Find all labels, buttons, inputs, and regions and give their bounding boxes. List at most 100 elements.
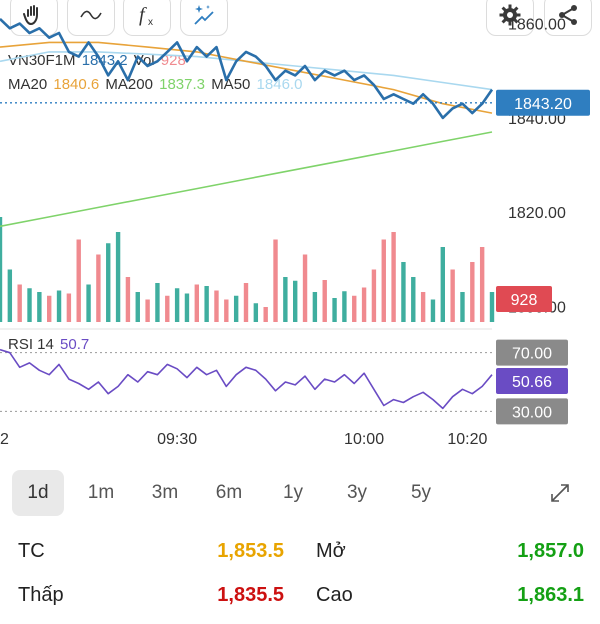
volume-bar <box>56 290 62 322</box>
volume-bar <box>253 303 259 322</box>
timeframe-6m[interactable]: 6m <box>215 482 243 503</box>
svg-text:f: f <box>139 4 147 26</box>
ai-drawing-icon <box>194 5 214 25</box>
volume-bar <box>155 283 160 322</box>
volume-bar <box>401 262 406 322</box>
volume-bar <box>283 277 288 322</box>
price-tick-label: 1860.00 <box>508 17 566 34</box>
volume-bar <box>76 239 81 322</box>
volume-bar <box>27 288 32 322</box>
stat-label-open: Mở <box>316 540 346 562</box>
volume-bar <box>332 298 337 322</box>
ma50-value: 1846.0 <box>256 76 303 93</box>
volume-bar <box>184 293 190 322</box>
volume-bar <box>420 292 426 322</box>
volume-bar <box>174 288 180 322</box>
volume-bar <box>224 299 229 322</box>
share-icon <box>559 5 577 25</box>
hand-tool-icon <box>23 5 38 26</box>
volume-bar <box>125 277 131 322</box>
stat-value-low: 1,835.5 <box>217 584 284 606</box>
volume-bar <box>440 247 445 322</box>
volume-tag-bg <box>496 286 552 312</box>
volume-bar <box>302 254 308 322</box>
volume-bar <box>342 291 347 322</box>
volume-bar <box>204 286 209 322</box>
stat-label-low: Thấp <box>18 584 64 606</box>
chart-toolbar: f x <box>0 0 600 36</box>
price-tag-bg <box>496 89 590 116</box>
rsi-tag-bg <box>496 368 568 395</box>
rsi-value: 50.7 <box>60 336 90 353</box>
stat-label-reference: TC <box>18 540 45 562</box>
expand-icon <box>551 484 569 502</box>
volume-tag: 928 <box>511 292 538 309</box>
timeframe-bar: 1d 1m 3m 6m 1y 3y 5y <box>12 470 588 516</box>
draw-line-button[interactable] <box>67 0 115 36</box>
price-tag: 1843.20 <box>514 96 572 113</box>
ai-drawing-button[interactable] <box>180 0 228 36</box>
ma50-label: MA50 <box>211 76 251 93</box>
volume-bar <box>243 283 249 322</box>
timeframe-1m[interactable]: 1m <box>87 482 115 503</box>
volume-bar <box>312 292 318 322</box>
volume-bar <box>430 299 436 322</box>
volume-bar <box>17 284 22 322</box>
stats-row: TC 1,853.5 Mở 1,857.0 <box>0 540 600 580</box>
rsi-tag: 30.00 <box>512 404 552 421</box>
ma200-value: 1837.3 <box>159 76 206 93</box>
volume-bar <box>165 295 170 322</box>
volume-bar <box>194 284 199 322</box>
rsi-tag: 50.66 <box>512 374 552 391</box>
time-tick-label: 09:30 <box>157 431 197 448</box>
volume-bar <box>214 290 219 322</box>
gear-icon <box>499 4 521 26</box>
volume-bar <box>263 307 268 322</box>
draw-line-icon <box>80 10 102 20</box>
volume-bar <box>0 217 3 322</box>
volume-bar <box>115 232 121 322</box>
stat-value-open: 1,857.0 <box>517 540 584 562</box>
stat-value-reference: 1,853.5 <box>217 540 284 562</box>
rsi-label: RSI 14 <box>8 336 54 353</box>
timeframe-1y[interactable]: 1y <box>282 482 304 503</box>
stat-label-high: Cao <box>316 584 353 606</box>
price-tick-label: 1820.00 <box>508 205 566 222</box>
time-tick-label: 10:00 <box>344 431 384 448</box>
volume-bar <box>381 239 386 322</box>
time-tick-label: 10:20 <box>447 431 487 448</box>
volume-bar <box>145 299 150 322</box>
expand-button[interactable] <box>534 470 586 516</box>
share-button[interactable] <box>544 0 592 36</box>
time-tick-label: 2 <box>0 431 9 448</box>
rsi-tag-bg <box>496 339 568 366</box>
rsi-tag: 70.00 <box>512 346 552 363</box>
volume-bar <box>489 292 495 322</box>
settings-button[interactable] <box>486 0 534 36</box>
price-chart[interactable]: 1860.001840.001820.001800.001843.2092870… <box>0 0 600 460</box>
volume-bar <box>479 247 485 322</box>
function-button[interactable]: f x <box>123 0 171 36</box>
timeframe-3y[interactable]: 3y <box>346 482 368 503</box>
rsi-legend: RSI 14 50.7 <box>8 336 91 353</box>
ma-legend: MA20 1840.6 MA200 1837.3 MA50 1846.0 <box>8 76 304 93</box>
volume-bar <box>96 254 101 322</box>
volume-bar <box>391 232 396 322</box>
ma50-line <box>0 51 493 91</box>
rsi-line <box>0 348 493 410</box>
ma200-line <box>0 131 493 228</box>
volume-bar <box>293 280 298 322</box>
volume-bar <box>371 269 377 322</box>
timeframe-1d[interactable]: 1d <box>12 470 64 516</box>
volume-bar <box>233 295 239 322</box>
volume-bar <box>411 277 416 322</box>
volume-bar <box>352 295 357 322</box>
volume-bar <box>470 262 475 322</box>
ma20-value: 1840.6 <box>53 76 100 93</box>
timeframe-5y[interactable]: 5y <box>410 482 432 503</box>
stats-row: Thấp 1,835.5 Cao 1,863.1 <box>0 584 600 624</box>
timeframe-3m[interactable]: 3m <box>151 482 179 503</box>
rsi-tag-bg <box>496 398 568 425</box>
volume-bar <box>273 239 278 322</box>
volume-bar <box>322 280 327 322</box>
